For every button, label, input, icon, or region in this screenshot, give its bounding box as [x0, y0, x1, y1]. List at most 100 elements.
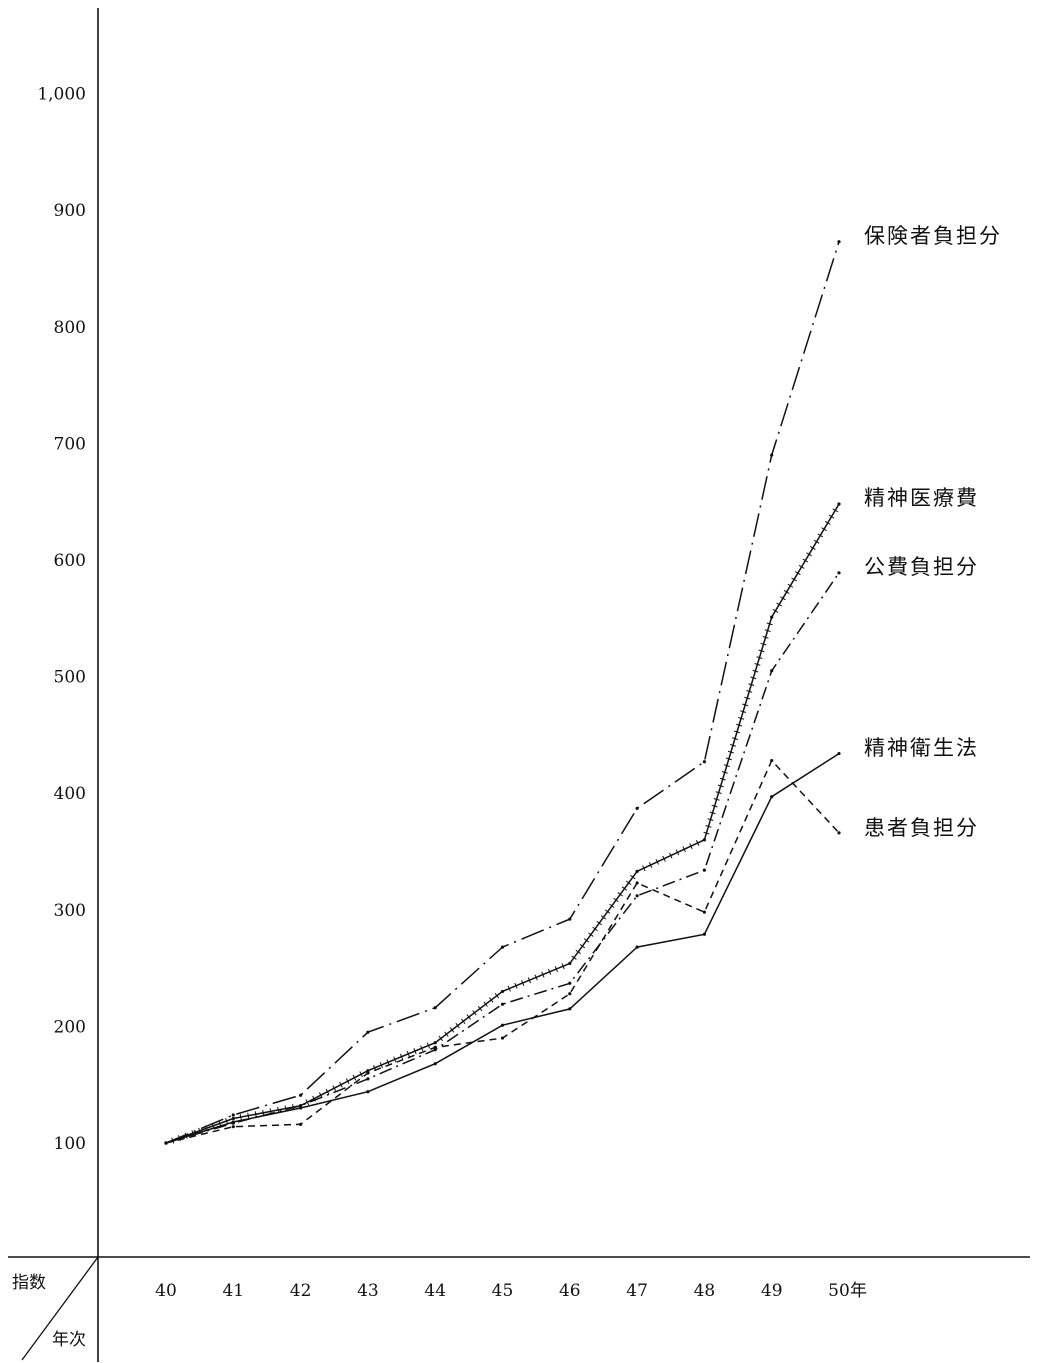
line-tick-mark	[449, 1027, 455, 1033]
series-label: 保険者負担分	[864, 224, 1002, 248]
line-tick-mark	[824, 520, 831, 525]
line-tick-mark	[748, 683, 755, 686]
data-point	[770, 758, 774, 763]
data-point	[366, 1090, 370, 1094]
line-tick-mark	[736, 723, 743, 727]
line-tick-mark	[760, 642, 767, 646]
line-tick-mark	[575, 949, 581, 955]
data-point	[500, 1036, 505, 1040]
line-tick-mark	[752, 669, 759, 673]
line-tick-mark	[682, 846, 686, 853]
data-point	[702, 838, 707, 842]
series-label: 公費負担分	[864, 555, 979, 579]
data-point	[568, 1007, 572, 1011]
data-point	[231, 1120, 235, 1124]
line-tick-mark	[828, 514, 835, 519]
line-tick-mark	[600, 915, 607, 920]
line-tick-mark	[695, 840, 700, 846]
data-point	[702, 910, 707, 914]
y-tick-label: 700	[54, 434, 86, 454]
data-point	[299, 1093, 303, 1097]
line-tick-mark	[709, 811, 716, 815]
line-tick-mark	[609, 903, 615, 909]
line-tick-mark	[184, 1132, 188, 1139]
y-tick-label: 400	[54, 784, 86, 804]
line-tick-mark	[806, 552, 812, 557]
data-point	[635, 945, 639, 949]
line-tick-mark	[772, 608, 779, 613]
data-point	[635, 894, 639, 898]
data-point	[635, 806, 639, 810]
line-tick-mark	[477, 1005, 483, 1012]
x-tick-label: 49	[761, 1281, 783, 1301]
data-point	[837, 571, 841, 575]
x-tick-label: 48	[694, 1281, 716, 1301]
line-tick-mark	[802, 558, 809, 563]
corner-diagonal	[21, 1256, 99, 1361]
line-tick-mark	[795, 571, 801, 576]
series-line	[165, 759, 840, 1144]
series-label: 精神衛生法	[864, 736, 979, 760]
line-tick-mark	[426, 1042, 431, 1049]
line-tick-mark	[527, 977, 532, 984]
line-tick-mark	[579, 943, 586, 949]
line-tick-mark	[461, 1018, 466, 1025]
line-tick-mark	[766, 622, 773, 626]
line-tick-mark	[662, 855, 666, 862]
data-point	[702, 760, 707, 764]
data-point	[433, 1048, 437, 1052]
line-tick-mark	[744, 696, 751, 700]
line-tick-mark	[621, 886, 628, 891]
x-tick-label: 50	[828, 1281, 850, 1301]
data-point	[837, 502, 841, 506]
line-tick-mark	[332, 1085, 337, 1092]
line-tick-mark	[742, 703, 749, 707]
line-tick-mark	[727, 750, 734, 754]
line-tick-mark	[780, 596, 786, 601]
line-tick-mark	[339, 1081, 343, 1088]
line-tick-mark	[386, 1059, 390, 1066]
y-tick-label: 500	[54, 668, 86, 688]
line-tick-mark	[762, 636, 769, 639]
line-tick-mark	[821, 527, 827, 532]
line-tick-mark	[325, 1088, 330, 1095]
line-tick-mark	[406, 1050, 410, 1057]
line-tick-mark	[798, 564, 805, 569]
data-point	[500, 945, 505, 949]
line-tick-mark	[514, 982, 518, 989]
data-point	[635, 881, 639, 885]
data-point	[568, 917, 572, 921]
line-tick-mark	[583, 938, 590, 943]
data-point	[568, 981, 572, 985]
line-tick-mark	[596, 920, 602, 926]
line-tick-mark	[764, 629, 771, 632]
y-tick-label: 600	[54, 551, 86, 571]
line-tick-mark	[703, 831, 710, 835]
line-tick-mark	[648, 862, 653, 868]
line-tick-mark	[534, 974, 538, 981]
line-tick-mark	[734, 730, 741, 734]
data-point	[702, 932, 707, 936]
line-tick-mark	[809, 546, 816, 550]
y-tick-labels: 100 200 300 400 500 600 700 800 900 1,000	[37, 85, 86, 1154]
line-tick-mark	[723, 764, 730, 767]
line-tick-mark	[413, 1048, 417, 1055]
x-tick-label: 47	[626, 1281, 648, 1301]
data-point	[366, 1030, 370, 1034]
data-point	[500, 1023, 505, 1027]
data-point	[164, 1141, 168, 1145]
line-tick-mark	[352, 1074, 357, 1081]
series-label: 精神医療費	[864, 486, 979, 510]
data-point	[366, 1077, 370, 1081]
line-tick-mark	[689, 843, 693, 850]
line-tick-mark	[817, 533, 824, 538]
y-tick-label: 900	[54, 201, 86, 221]
line-tick-mark	[305, 1099, 310, 1106]
data-point	[635, 869, 639, 873]
x-tick-label: 45	[492, 1281, 514, 1301]
line-tick-mark	[541, 971, 545, 978]
line-tick-mark	[791, 577, 797, 582]
line-tick-mark	[345, 1078, 350, 1085]
x-tick-label: 44	[424, 1281, 446, 1301]
